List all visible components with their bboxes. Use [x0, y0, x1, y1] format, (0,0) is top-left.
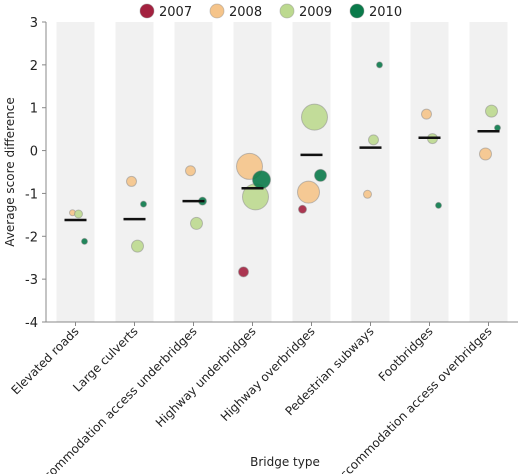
y-tick-label: -2	[25, 230, 38, 245]
bubble	[298, 204, 307, 214]
column-band	[469, 22, 508, 322]
column-band	[351, 22, 390, 322]
bubble	[363, 189, 372, 199]
x-tick-label: Highway underbridges	[153, 324, 259, 430]
bubble	[368, 134, 379, 146]
legend-marker	[349, 3, 365, 19]
y-tick-label: -4	[25, 316, 38, 331]
bubble	[479, 147, 492, 161]
legend-label: 2010	[369, 5, 402, 20]
legend-label: 2008	[229, 5, 262, 20]
bubble	[435, 201, 442, 209]
bubble	[131, 239, 144, 253]
bubble	[74, 209, 83, 219]
y-axis-label: Average score difference	[3, 97, 17, 246]
legend-label: 2007	[159, 5, 192, 20]
legend-label: 2009	[299, 5, 332, 20]
bubble	[494, 124, 501, 132]
y-tick-label: -3	[25, 273, 38, 288]
bubble	[126, 175, 137, 187]
y-tick-label: 0	[30, 145, 38, 160]
legend-marker	[209, 3, 225, 19]
bubble	[252, 170, 271, 190]
bubble	[140, 200, 147, 208]
bubble	[190, 216, 203, 230]
bubble	[485, 104, 498, 118]
column-band	[115, 22, 154, 322]
bubble	[301, 103, 328, 131]
y-tick-label: 1	[30, 102, 38, 117]
column-band	[410, 22, 449, 322]
bubble	[421, 108, 432, 120]
y-tick-label: 2	[30, 59, 38, 74]
bubble	[297, 180, 320, 204]
y-tick-label: -1	[25, 187, 38, 202]
column-band	[56, 22, 95, 322]
x-axis-label: Bridge type	[250, 455, 320, 469]
bubble	[185, 165, 196, 177]
bubble	[314, 168, 327, 182]
bubble	[376, 61, 383, 69]
x-tick-label: Footbridges	[376, 324, 436, 384]
bubble	[238, 266, 249, 278]
legend-marker	[279, 3, 295, 19]
bubble	[81, 237, 88, 245]
y-tick-label: 3	[30, 16, 38, 31]
legend-marker	[139, 3, 155, 19]
